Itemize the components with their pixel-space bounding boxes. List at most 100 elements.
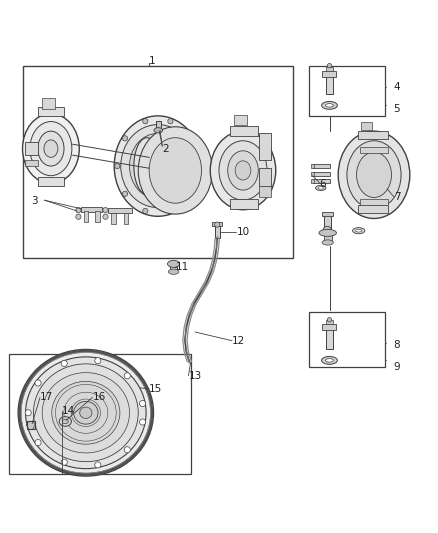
Circle shape	[143, 119, 148, 124]
Bar	[324, 214, 331, 231]
Bar	[308, 312, 385, 367]
Ellipse shape	[59, 417, 71, 426]
Bar	[22, 66, 293, 258]
Ellipse shape	[42, 373, 130, 453]
Bar	[322, 71, 336, 77]
Circle shape	[188, 136, 193, 141]
Bar	[27, 421, 35, 429]
Circle shape	[122, 136, 127, 141]
Text: 2: 2	[162, 143, 169, 154]
Bar	[38, 107, 64, 116]
Bar	[111, 213, 116, 224]
Bar	[10, 354, 191, 474]
Bar	[230, 126, 258, 135]
Ellipse shape	[154, 128, 162, 133]
Text: 13: 13	[188, 370, 201, 381]
Text: 9: 9	[394, 362, 400, 372]
Text: 3: 3	[31, 196, 38, 206]
Ellipse shape	[130, 133, 186, 199]
Text: 11: 11	[175, 262, 189, 271]
Text: 16: 16	[92, 392, 106, 402]
Circle shape	[115, 164, 120, 169]
Bar	[358, 131, 389, 139]
Circle shape	[143, 208, 148, 214]
Text: 7: 7	[394, 192, 400, 201]
Text: 6: 6	[319, 179, 326, 189]
Circle shape	[103, 207, 108, 213]
Circle shape	[196, 164, 201, 169]
Bar	[313, 164, 330, 168]
Bar	[308, 66, 385, 116]
Ellipse shape	[321, 101, 337, 109]
Bar	[259, 168, 272, 185]
Ellipse shape	[321, 357, 337, 364]
Ellipse shape	[52, 381, 120, 444]
Ellipse shape	[114, 116, 201, 216]
Ellipse shape	[325, 359, 333, 362]
Ellipse shape	[138, 127, 212, 214]
Ellipse shape	[325, 103, 333, 107]
Ellipse shape	[168, 269, 179, 274]
Ellipse shape	[74, 401, 98, 424]
Circle shape	[95, 358, 101, 364]
Ellipse shape	[134, 138, 160, 195]
Bar	[326, 320, 332, 324]
Bar	[42, 99, 55, 109]
Circle shape	[124, 373, 131, 379]
Circle shape	[327, 318, 332, 322]
Ellipse shape	[149, 138, 201, 203]
Circle shape	[140, 400, 146, 407]
Circle shape	[61, 459, 67, 465]
Text: 4: 4	[394, 83, 400, 93]
Ellipse shape	[318, 187, 323, 189]
Ellipse shape	[44, 140, 58, 157]
Ellipse shape	[219, 141, 267, 200]
Bar	[108, 207, 132, 213]
Bar	[326, 326, 333, 350]
Text: 15: 15	[149, 384, 162, 394]
Circle shape	[140, 419, 146, 425]
Bar	[259, 185, 272, 197]
Ellipse shape	[210, 131, 276, 210]
Circle shape	[35, 440, 41, 446]
Circle shape	[61, 360, 67, 366]
Text: 17: 17	[40, 392, 53, 402]
Ellipse shape	[322, 240, 333, 245]
Circle shape	[215, 222, 220, 227]
Ellipse shape	[357, 152, 392, 198]
Bar	[321, 212, 333, 216]
Circle shape	[323, 227, 332, 235]
Circle shape	[124, 447, 131, 453]
Bar	[313, 179, 330, 183]
Bar	[259, 133, 272, 159]
Bar	[84, 212, 88, 222]
Bar	[124, 213, 128, 224]
Text: 5: 5	[394, 104, 400, 114]
Bar	[326, 67, 332, 71]
Ellipse shape	[149, 155, 166, 177]
Bar	[95, 212, 100, 222]
Bar	[324, 233, 332, 243]
Bar	[311, 164, 314, 168]
Ellipse shape	[167, 261, 180, 268]
Bar	[170, 262, 177, 272]
Ellipse shape	[347, 141, 401, 209]
Ellipse shape	[228, 151, 258, 190]
Bar	[311, 172, 314, 176]
Bar	[215, 225, 220, 238]
Ellipse shape	[80, 407, 92, 418]
Ellipse shape	[141, 144, 175, 188]
Circle shape	[168, 119, 173, 124]
Circle shape	[76, 207, 81, 213]
Bar	[25, 159, 38, 166]
Circle shape	[25, 410, 31, 416]
Circle shape	[103, 214, 108, 220]
Bar	[38, 177, 64, 185]
Ellipse shape	[353, 228, 365, 234]
Ellipse shape	[33, 364, 138, 462]
Ellipse shape	[30, 122, 72, 176]
Ellipse shape	[18, 350, 153, 476]
Circle shape	[76, 214, 81, 220]
Circle shape	[35, 380, 41, 386]
Bar	[313, 172, 330, 176]
